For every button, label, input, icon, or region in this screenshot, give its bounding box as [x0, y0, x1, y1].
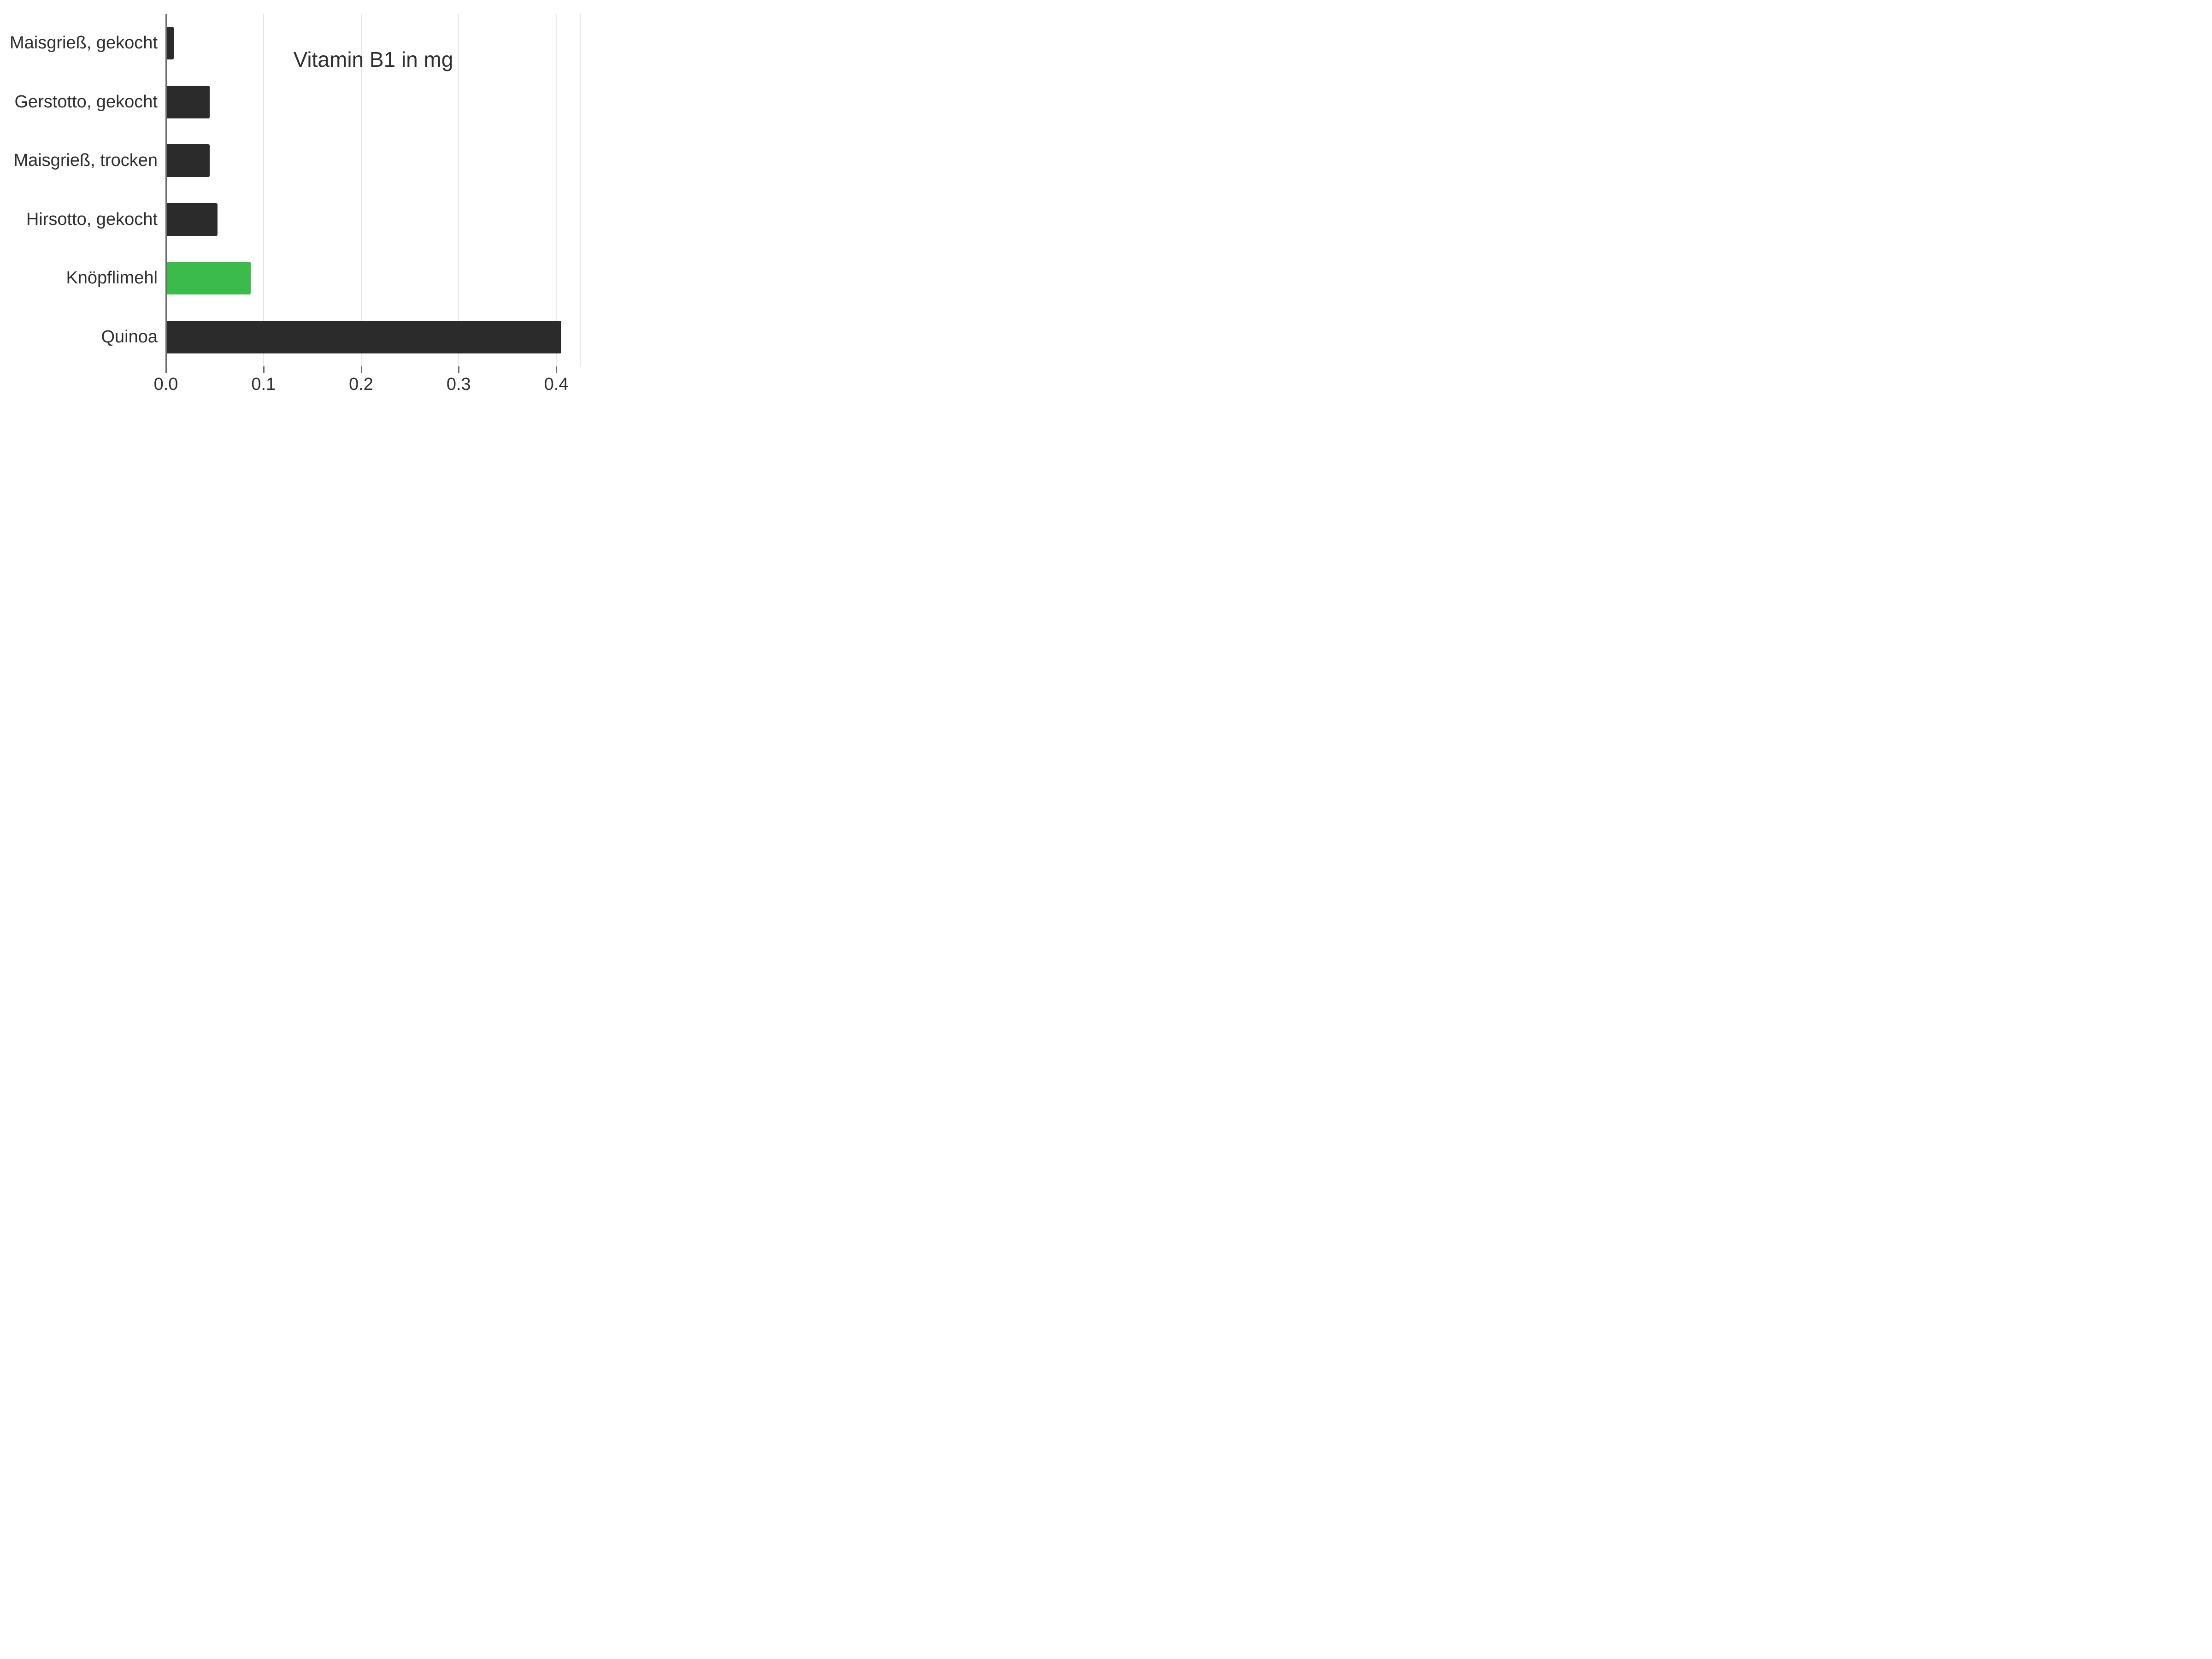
bar-row — [166, 14, 581, 73]
x-tick — [361, 366, 362, 373]
y-axis-label: Quinoa — [0, 308, 166, 367]
y-axis-label: Hirsotto, gekocht — [0, 190, 166, 249]
x-tick — [458, 366, 459, 373]
bar — [166, 262, 251, 294]
bar — [166, 27, 174, 59]
plot-area: 0.00.10.20.30.4 Vitamin B1 in mg — [166, 14, 581, 366]
bar-row — [166, 73, 581, 132]
y-axis-label: Knöpflimehl — [0, 249, 166, 308]
x-tick-label: 0.1 — [251, 375, 276, 394]
x-tick-label: 0.3 — [447, 375, 471, 394]
vitamin-b1-bar-chart: Maisgrieß, gekochtGerstotto, gekochtMais… — [0, 0, 581, 435]
y-axis-labels: Maisgrieß, gekochtGerstotto, gekochtMais… — [0, 14, 166, 366]
x-tick — [263, 366, 265, 373]
bar — [166, 144, 210, 177]
bar-row — [166, 131, 581, 190]
x-tick-label: 0.2 — [349, 375, 373, 394]
bar — [166, 86, 210, 118]
x-tick — [556, 366, 557, 373]
bar-row — [166, 249, 581, 308]
y-axis-label: Maisgrieß, trocken — [0, 131, 166, 190]
bar-row — [166, 190, 581, 249]
bar — [166, 203, 218, 236]
bar-row — [166, 308, 581, 367]
x-tick-label: 0.0 — [154, 375, 178, 394]
y-axis-label: Maisgrieß, gekocht — [0, 14, 166, 73]
x-tick-label: 0.4 — [544, 375, 569, 394]
y-axis-line — [165, 14, 167, 366]
x-tick — [165, 366, 167, 373]
bars — [166, 14, 581, 366]
y-axis-label: Gerstotto, gekocht — [0, 73, 166, 132]
bar — [166, 321, 561, 353]
